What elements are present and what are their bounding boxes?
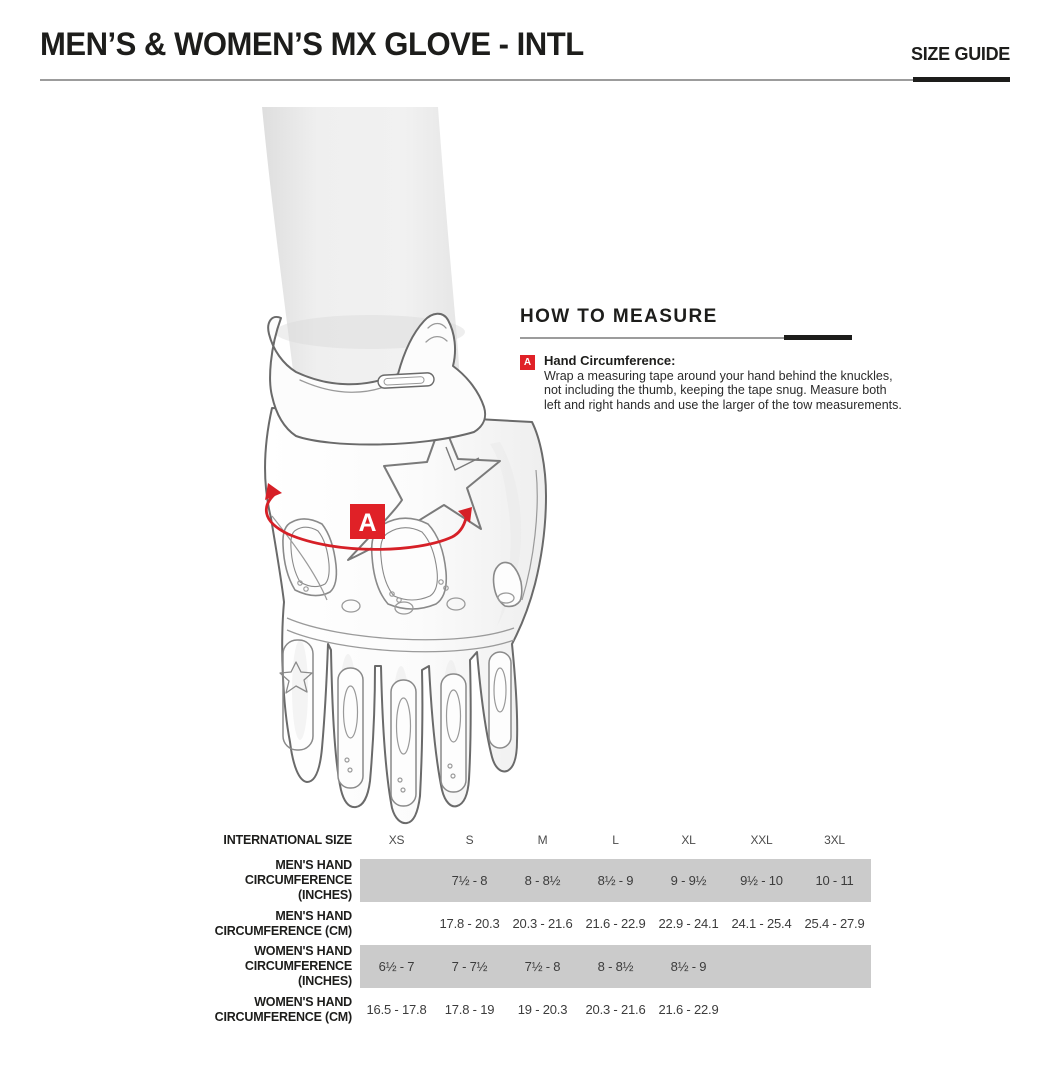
table-cell: 24.1 - 25.4	[731, 916, 792, 931]
table-cell: 7½ - 8	[451, 873, 488, 888]
row-label: WOMEN'S HAND CIRCUMFERENCE (CM)	[192, 988, 353, 1031]
marker-a-badge: A	[350, 504, 385, 539]
instruction-text: Hand Circumference: Wrap a measuring tap…	[544, 353, 902, 413]
column-header: XXL	[750, 833, 773, 847]
table-row: MEN'S HAND CIRCUMFERENCE (CM) 17.8 - 20.3 2…	[192, 902, 872, 945]
how-to-measure-heading: HOW TO MEASURE	[520, 306, 718, 327]
table-corner-label: INTERNATIONAL SIZE	[223, 832, 352, 847]
table-cell: 19 - 20.3	[517, 1002, 568, 1017]
table-row: WOMEN'S HAND CIRCUMFERENCE (CM) 16.5 - 17.…	[192, 988, 872, 1031]
column-header: XS	[388, 833, 405, 847]
row-cells: 16.5 - 17.8 17.8 - 19 19 - 20.3 20.3 - 21.6…	[360, 988, 871, 1031]
table-cell: 6½ - 7	[378, 959, 415, 974]
table-cell: 7½ - 8	[524, 959, 561, 974]
star-logo	[347, 419, 501, 561]
row-label: WOMEN'S HAND CIRCUMFERENCE (INCHES)	[192, 944, 352, 988]
row-label-line: CIRCUMFERENCE (INCHES)	[244, 959, 352, 988]
row-label-line: WOMEN'S HAND	[254, 944, 352, 958]
table-cell: 9½ - 10	[740, 873, 783, 888]
tape-arrow-left	[265, 483, 282, 500]
table-cell: 25.4 - 27.9	[804, 916, 865, 931]
forearm	[262, 107, 465, 398]
instruction-title: Hand Circumference:	[544, 353, 676, 368]
table-cell: 21.6 - 22.9	[658, 1002, 719, 1017]
column-header: S	[465, 833, 474, 847]
knuckle-pads	[282, 517, 523, 610]
table-header-row: INTERNATIONAL SIZE XS S M L XL XXL 3XL	[192, 828, 872, 852]
table-cell: 8 - 8½	[597, 959, 634, 974]
table-cell: 16.5 - 17.8	[366, 1002, 427, 1017]
finger-pads	[337, 651, 512, 807]
measure-instruction: A Hand Circumference: Wrap a measuring t…	[520, 353, 902, 412]
glove-shading	[292, 442, 522, 786]
row-label-line: WOMEN'S HAND	[254, 994, 352, 1009]
row-label: MEN'S HAND CIRCUMFERENCE (INCHES)	[192, 858, 352, 902]
size-table: INTERNATIONAL SIZE XS S M L XL XXL 3XL MEN'S HAN…	[192, 828, 872, 1031]
table-cell: 8½ - 9	[670, 959, 707, 974]
table-row: MEN'S HAND CIRCUMFERENCE (INCHES) 7½ - 8 8 …	[192, 858, 872, 902]
table-cell: 17.8 - 20.3	[439, 916, 500, 931]
row-cells: 7½ - 8 8 - 8½ 8½ - 9 9 - 9½ 9½ - 10 10 - 11	[360, 859, 871, 902]
column-header: M	[537, 833, 548, 847]
table-cell: 20.3 - 21.6	[512, 916, 573, 931]
tape-arrow-right	[458, 507, 472, 523]
table-cell: 10 - 11	[815, 873, 854, 888]
glove-hand	[264, 407, 547, 825]
column-header: 3XL	[824, 833, 845, 847]
column-header: L	[612, 833, 619, 847]
row-label-line: CIRCUMFERENCE (INCHES)	[244, 873, 352, 902]
table-cell: 8 - 8½	[524, 873, 561, 888]
measuring-tape	[264, 483, 472, 551]
row-label-line: CIRCUMFERENCE (CM)	[214, 923, 353, 938]
row-cells: 6½ - 7 7 - 7½ 7½ - 8 8 - 8½ 8½ - 9	[360, 945, 871, 988]
table-cell: 22.9 - 24.1	[658, 916, 719, 931]
row-label-line: MEN'S HAND	[275, 908, 352, 923]
how-to-measure-section: HOW TO MEASURE A Hand Circumference: Wra…	[520, 306, 902, 412]
table-cell: 9 - 9½	[670, 873, 707, 888]
table-header-cells: XS S M L XL XXL 3XL	[360, 828, 871, 852]
marker-a-letter: A	[358, 509, 376, 537]
instruction-body: Wrap a measuring tape around your hand b…	[544, 369, 902, 413]
row-label: MEN'S HAND CIRCUMFERENCE (CM)	[192, 902, 353, 945]
instruction-body-line: left and right hands and use the larger …	[544, 397, 902, 412]
instruction-body-line: not including the thumb, keeping the tap…	[544, 383, 887, 398]
finger-details	[271, 469, 538, 653]
row-label-line: CIRCUMFERENCE (CM)	[214, 1009, 353, 1024]
size-guide-label: SIZE GUIDE	[910, 44, 1010, 64]
row-label-line: MEN'S HAND	[275, 858, 352, 872]
instruction-body-line: Wrap a measuring tape around your hand b…	[544, 368, 893, 383]
table-cell: 21.6 - 22.9	[585, 916, 646, 931]
table-cell: 8½ - 9	[597, 873, 634, 888]
table-cell: 7 - 7½	[451, 959, 488, 974]
page-title: MEN’S & WOMEN’S MX GLOVE - INTL	[40, 26, 584, 62]
row-cells: 17.8 - 20.3 20.3 - 21.6 21.6 - 22.9 22.9 - …	[360, 902, 871, 945]
table-cell: 20.3 - 21.6	[585, 1002, 646, 1017]
header-divider	[40, 77, 1010, 82]
table-cell: 17.8 - 19	[444, 1002, 495, 1017]
table-row: WOMEN'S HAND CIRCUMFERENCE (INCHES) 6½ - 7…	[192, 944, 872, 988]
instruction-a-badge: A	[520, 355, 535, 370]
how-to-measure-divider	[520, 335, 852, 340]
column-header: XL	[681, 833, 696, 847]
thumb-star	[279, 639, 314, 751]
wrist-cuff	[267, 312, 487, 446]
